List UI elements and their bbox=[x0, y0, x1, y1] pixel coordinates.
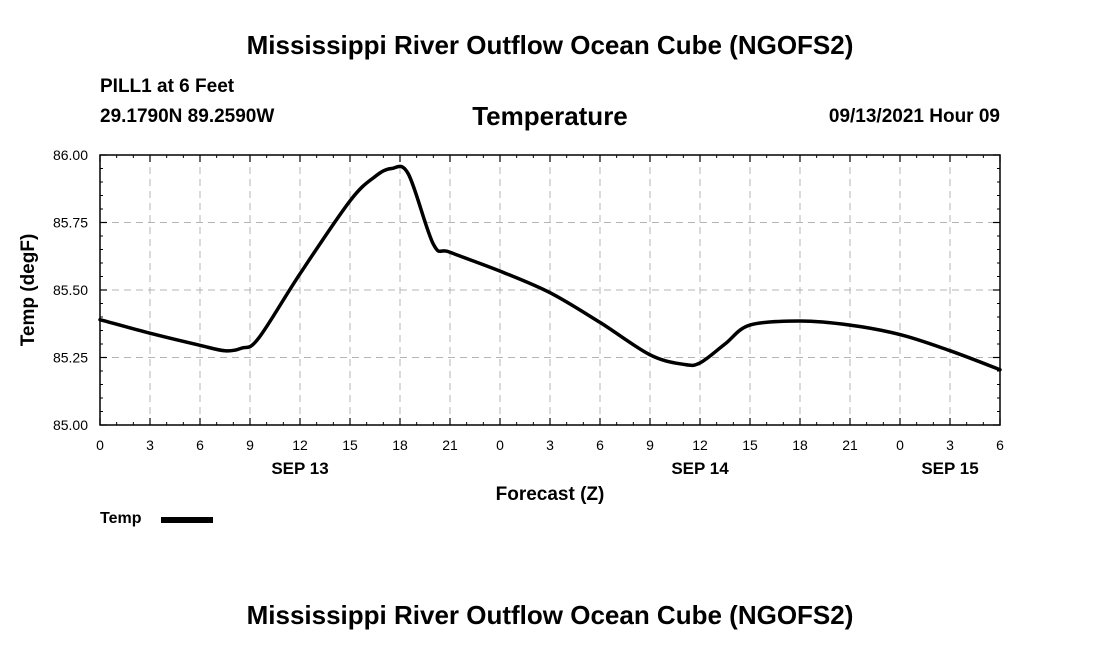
x-axis-label: Forecast (Z) bbox=[496, 484, 605, 505]
variable-title: Temperature bbox=[472, 101, 628, 131]
chart-title: Mississippi River Outflow Ocean Cube (NG… bbox=[246, 30, 854, 60]
day-label: SEP 14 bbox=[671, 459, 729, 478]
y-tick-label: 85.00 bbox=[53, 417, 88, 433]
x-tick-label: 15 bbox=[742, 437, 758, 453]
x-tick-label: 6 bbox=[596, 437, 604, 453]
x-tick-label: 18 bbox=[392, 437, 408, 453]
forecast-datetime: 09/13/2021 Hour 09 bbox=[828, 106, 1000, 127]
temp-series-line bbox=[98, 164, 1002, 372]
day-label: SEP 13 bbox=[271, 459, 328, 478]
x-tick-label: 3 bbox=[546, 437, 554, 453]
legend-line-swatch bbox=[161, 517, 213, 523]
plot-frame bbox=[99, 154, 1001, 426]
y-axis-label: Temp (degF) bbox=[18, 234, 39, 347]
legend-label: Temp bbox=[100, 510, 142, 527]
x-tick-label: 3 bbox=[146, 437, 154, 453]
x-tick-label: 12 bbox=[692, 437, 708, 453]
station-coordinates: 29.1790N 89.2590W bbox=[100, 106, 275, 127]
x-tick-label: 3 bbox=[946, 437, 954, 453]
x-tick-label: 0 bbox=[96, 437, 104, 453]
x-tick-label: 12 bbox=[292, 437, 308, 453]
x-tick-label: 9 bbox=[246, 437, 254, 453]
grid bbox=[100, 155, 1000, 425]
x-tick-label: 21 bbox=[442, 437, 458, 453]
x-tick-label: 15 bbox=[342, 437, 358, 453]
x-tick-label: 18 bbox=[792, 437, 808, 453]
tick-labels: 0 3 6 9 12 15 18 21 0 3 6 9 12 15 18 21 0 3 6 85.00 85.25 85.… bbox=[53, 147, 1004, 478]
x-tick-label: 0 bbox=[496, 437, 504, 453]
x-tick-label: 21 bbox=[842, 437, 858, 453]
y-tick-label: 86.00 bbox=[53, 147, 88, 163]
x-tick-label: 0 bbox=[896, 437, 904, 453]
y-tick-label: 85.50 bbox=[53, 282, 88, 298]
y-tick-label: 85.25 bbox=[53, 350, 88, 366]
footer-title: Mississippi River Outflow Ocean Cube (NG… bbox=[246, 600, 854, 630]
x-tick-label: 6 bbox=[196, 437, 204, 453]
day-label: SEP 15 bbox=[921, 459, 978, 478]
y-tick-label: 85.75 bbox=[53, 215, 88, 231]
x-tick-label: 6 bbox=[996, 437, 1004, 453]
x-tick-label: 9 bbox=[646, 437, 654, 453]
station-label: PILL1 at 6 Feet bbox=[100, 76, 235, 97]
